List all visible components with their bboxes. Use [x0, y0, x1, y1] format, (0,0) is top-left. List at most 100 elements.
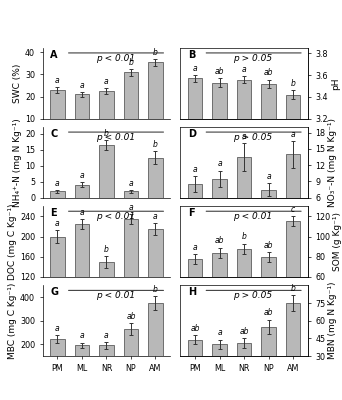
Text: a: a	[104, 331, 109, 340]
Text: b: b	[104, 244, 109, 254]
Text: C: C	[50, 129, 58, 139]
Bar	[237, 343, 251, 391]
Text: a: a	[217, 328, 222, 337]
Text: p > 0.05: p > 0.05	[234, 54, 273, 63]
Bar	[286, 303, 300, 391]
Text: A: A	[50, 50, 58, 60]
Bar	[212, 83, 227, 400]
Bar	[188, 259, 202, 338]
Text: b: b	[153, 285, 158, 294]
Text: p < 0.01: p < 0.01	[96, 54, 135, 63]
Y-axis label: pH: pH	[331, 77, 340, 90]
Bar	[212, 344, 227, 391]
Text: E: E	[50, 208, 57, 218]
Text: a: a	[104, 77, 109, 86]
Bar	[188, 184, 202, 230]
Bar	[237, 80, 251, 400]
Y-axis label: SWC (%): SWC (%)	[13, 64, 22, 103]
Text: a: a	[242, 65, 246, 74]
Y-axis label: MBC (mg C Kg⁻¹): MBC (mg C Kg⁻¹)	[8, 282, 17, 359]
Text: p < 0.01: p < 0.01	[96, 212, 135, 221]
Y-axis label: SOM (g Kg⁻¹): SOM (g Kg⁻¹)	[333, 212, 342, 271]
Bar	[148, 229, 162, 338]
Y-axis label: NH₄⁺-N (mg N Kg⁻¹): NH₄⁺-N (mg N Kg⁻¹)	[13, 118, 22, 207]
Text: a: a	[193, 242, 197, 252]
Bar	[75, 94, 89, 141]
Bar	[124, 219, 138, 338]
Bar	[75, 224, 89, 338]
Text: ab: ab	[264, 240, 273, 250]
Bar	[124, 329, 138, 391]
Bar	[50, 339, 65, 391]
Y-axis label: DOC (mg C Kg⁻¹): DOC (mg C Kg⁻¹)	[8, 203, 17, 280]
Bar	[100, 346, 114, 391]
Text: p < 0.01: p < 0.01	[96, 133, 135, 142]
Text: p > 0.05: p > 0.05	[234, 133, 273, 142]
Bar	[148, 62, 162, 141]
Text: a: a	[291, 130, 295, 138]
Text: a: a	[129, 203, 133, 212]
Bar	[262, 84, 276, 400]
Bar	[262, 326, 276, 391]
Text: a: a	[80, 208, 84, 217]
Text: D: D	[188, 129, 196, 139]
Bar	[286, 95, 300, 400]
Text: a: a	[193, 165, 197, 174]
Text: b: b	[291, 79, 295, 88]
Bar	[237, 249, 251, 338]
Text: ab: ab	[215, 67, 224, 76]
Text: ab: ab	[239, 327, 249, 336]
Bar	[124, 191, 138, 198]
Text: a: a	[80, 81, 84, 90]
Text: a: a	[217, 160, 222, 168]
Text: a: a	[55, 179, 60, 188]
Bar	[188, 340, 202, 391]
Text: ab: ab	[190, 324, 200, 333]
Bar	[50, 191, 65, 198]
Text: p < 0.01: p < 0.01	[96, 291, 135, 300]
Text: a: a	[80, 332, 84, 340]
Bar	[237, 157, 251, 230]
Text: a: a	[80, 171, 84, 180]
Text: ab: ab	[215, 236, 224, 246]
Bar	[212, 179, 227, 230]
Text: B: B	[188, 50, 195, 60]
Bar	[50, 90, 65, 141]
Text: b: b	[153, 48, 158, 57]
Bar	[100, 145, 114, 198]
Bar	[148, 158, 162, 198]
Text: p < 0.01: p < 0.01	[234, 212, 273, 221]
Bar	[286, 154, 300, 230]
Bar	[262, 190, 276, 230]
Text: b: b	[129, 58, 133, 67]
Text: a: a	[129, 179, 133, 188]
Bar	[124, 72, 138, 141]
Text: H: H	[188, 288, 196, 298]
Text: a: a	[55, 219, 60, 228]
Text: ab: ab	[126, 312, 136, 321]
Text: a: a	[242, 132, 246, 141]
Bar	[148, 303, 162, 391]
Text: ab: ab	[264, 308, 273, 317]
Text: a: a	[55, 324, 60, 333]
Bar	[50, 236, 65, 338]
Bar	[286, 221, 300, 338]
Bar	[75, 346, 89, 391]
Bar	[75, 185, 89, 198]
Text: a: a	[193, 64, 197, 73]
Text: b: b	[104, 129, 109, 138]
Text: G: G	[50, 288, 58, 298]
Text: p > 0.05: p > 0.05	[234, 291, 273, 300]
Text: b: b	[242, 232, 247, 242]
Text: b: b	[291, 284, 295, 293]
Text: c: c	[291, 205, 295, 214]
Y-axis label: NO₃⁻-N (mg N Kg⁻¹): NO₃⁻-N (mg N Kg⁻¹)	[328, 118, 337, 207]
Text: ab: ab	[264, 68, 273, 77]
Text: a: a	[153, 212, 158, 221]
Y-axis label: MBN (mg N Kg⁻¹): MBN (mg N Kg⁻¹)	[328, 282, 338, 360]
Bar	[100, 262, 114, 338]
Text: b: b	[153, 140, 158, 149]
Bar	[100, 91, 114, 141]
Bar	[212, 253, 227, 338]
Text: F: F	[188, 208, 195, 218]
